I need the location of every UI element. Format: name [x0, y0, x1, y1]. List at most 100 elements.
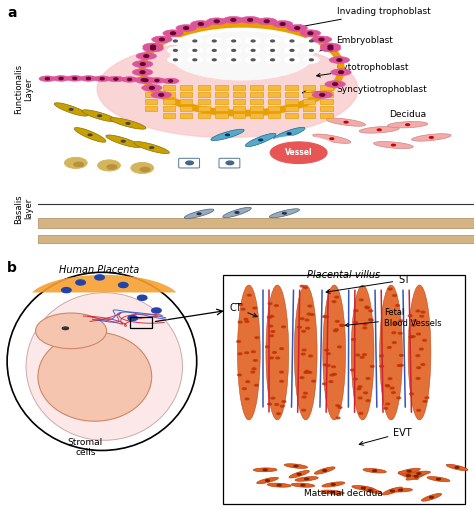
- Ellipse shape: [359, 299, 363, 301]
- Ellipse shape: [137, 295, 147, 300]
- Polygon shape: [295, 476, 318, 481]
- Text: Maternal decidua: Maternal decidua: [304, 489, 383, 498]
- FancyBboxPatch shape: [303, 113, 315, 118]
- Ellipse shape: [384, 408, 388, 409]
- Ellipse shape: [310, 49, 313, 51]
- Ellipse shape: [411, 336, 415, 337]
- Ellipse shape: [128, 316, 137, 321]
- Ellipse shape: [301, 353, 305, 355]
- Ellipse shape: [429, 137, 433, 138]
- Ellipse shape: [193, 49, 197, 51]
- Ellipse shape: [255, 384, 258, 386]
- Polygon shape: [359, 487, 381, 493]
- Ellipse shape: [397, 364, 401, 366]
- FancyBboxPatch shape: [180, 99, 192, 104]
- Text: Embryoblast: Embryoblast: [312, 36, 393, 53]
- Ellipse shape: [370, 365, 374, 367]
- Ellipse shape: [352, 338, 356, 341]
- Ellipse shape: [245, 398, 249, 400]
- Polygon shape: [383, 487, 402, 495]
- Ellipse shape: [331, 492, 335, 493]
- Ellipse shape: [310, 59, 313, 61]
- Ellipse shape: [268, 303, 272, 304]
- FancyBboxPatch shape: [268, 106, 280, 111]
- Ellipse shape: [36, 313, 107, 349]
- FancyBboxPatch shape: [250, 113, 263, 118]
- Ellipse shape: [411, 324, 415, 326]
- Polygon shape: [246, 133, 276, 147]
- Ellipse shape: [408, 315, 412, 317]
- Ellipse shape: [416, 355, 420, 357]
- Ellipse shape: [282, 401, 286, 403]
- FancyBboxPatch shape: [198, 99, 210, 104]
- Ellipse shape: [268, 403, 272, 405]
- Ellipse shape: [364, 392, 367, 394]
- Ellipse shape: [253, 307, 256, 309]
- Polygon shape: [254, 468, 277, 472]
- Text: Decidua: Decidua: [389, 110, 426, 119]
- Ellipse shape: [283, 213, 286, 214]
- Polygon shape: [38, 218, 474, 228]
- Polygon shape: [427, 476, 450, 482]
- Ellipse shape: [38, 332, 152, 421]
- Ellipse shape: [320, 43, 341, 50]
- Ellipse shape: [421, 311, 425, 313]
- FancyBboxPatch shape: [320, 99, 333, 104]
- FancyBboxPatch shape: [268, 113, 280, 118]
- Ellipse shape: [308, 305, 312, 307]
- Ellipse shape: [344, 121, 348, 123]
- Ellipse shape: [265, 479, 269, 481]
- FancyBboxPatch shape: [320, 113, 333, 118]
- Ellipse shape: [413, 320, 417, 322]
- Ellipse shape: [256, 18, 277, 25]
- Ellipse shape: [53, 76, 69, 81]
- Ellipse shape: [388, 288, 392, 290]
- Ellipse shape: [237, 285, 260, 420]
- Ellipse shape: [186, 161, 193, 165]
- Ellipse shape: [340, 324, 344, 326]
- Ellipse shape: [366, 378, 370, 379]
- Polygon shape: [398, 472, 419, 479]
- Ellipse shape: [240, 16, 260, 23]
- Ellipse shape: [126, 123, 130, 124]
- Ellipse shape: [329, 56, 350, 64]
- Ellipse shape: [373, 470, 376, 471]
- Ellipse shape: [264, 47, 281, 54]
- Ellipse shape: [328, 45, 333, 48]
- Ellipse shape: [88, 134, 92, 136]
- Ellipse shape: [193, 59, 197, 61]
- Ellipse shape: [98, 160, 120, 171]
- Ellipse shape: [163, 30, 183, 37]
- Ellipse shape: [455, 467, 459, 468]
- Ellipse shape: [290, 59, 294, 61]
- Polygon shape: [110, 118, 146, 129]
- Ellipse shape: [295, 27, 300, 30]
- Ellipse shape: [108, 76, 124, 82]
- Ellipse shape: [429, 497, 433, 498]
- Ellipse shape: [323, 285, 346, 420]
- Polygon shape: [82, 110, 117, 122]
- Ellipse shape: [399, 320, 403, 322]
- Ellipse shape: [94, 76, 110, 81]
- Ellipse shape: [399, 489, 402, 491]
- Ellipse shape: [310, 40, 313, 42]
- Ellipse shape: [136, 77, 156, 83]
- Polygon shape: [211, 129, 244, 140]
- Ellipse shape: [306, 327, 310, 329]
- Ellipse shape: [330, 138, 334, 139]
- FancyBboxPatch shape: [233, 85, 245, 91]
- Ellipse shape: [336, 417, 340, 419]
- Ellipse shape: [392, 332, 396, 333]
- FancyBboxPatch shape: [180, 113, 192, 118]
- FancyBboxPatch shape: [163, 99, 175, 104]
- Ellipse shape: [132, 69, 153, 76]
- Ellipse shape: [360, 356, 364, 358]
- Ellipse shape: [380, 285, 402, 420]
- Ellipse shape: [86, 77, 91, 79]
- Ellipse shape: [398, 332, 402, 334]
- Ellipse shape: [143, 43, 163, 50]
- Ellipse shape: [143, 45, 163, 52]
- Ellipse shape: [277, 413, 281, 414]
- Ellipse shape: [305, 319, 309, 321]
- Ellipse shape: [359, 412, 363, 414]
